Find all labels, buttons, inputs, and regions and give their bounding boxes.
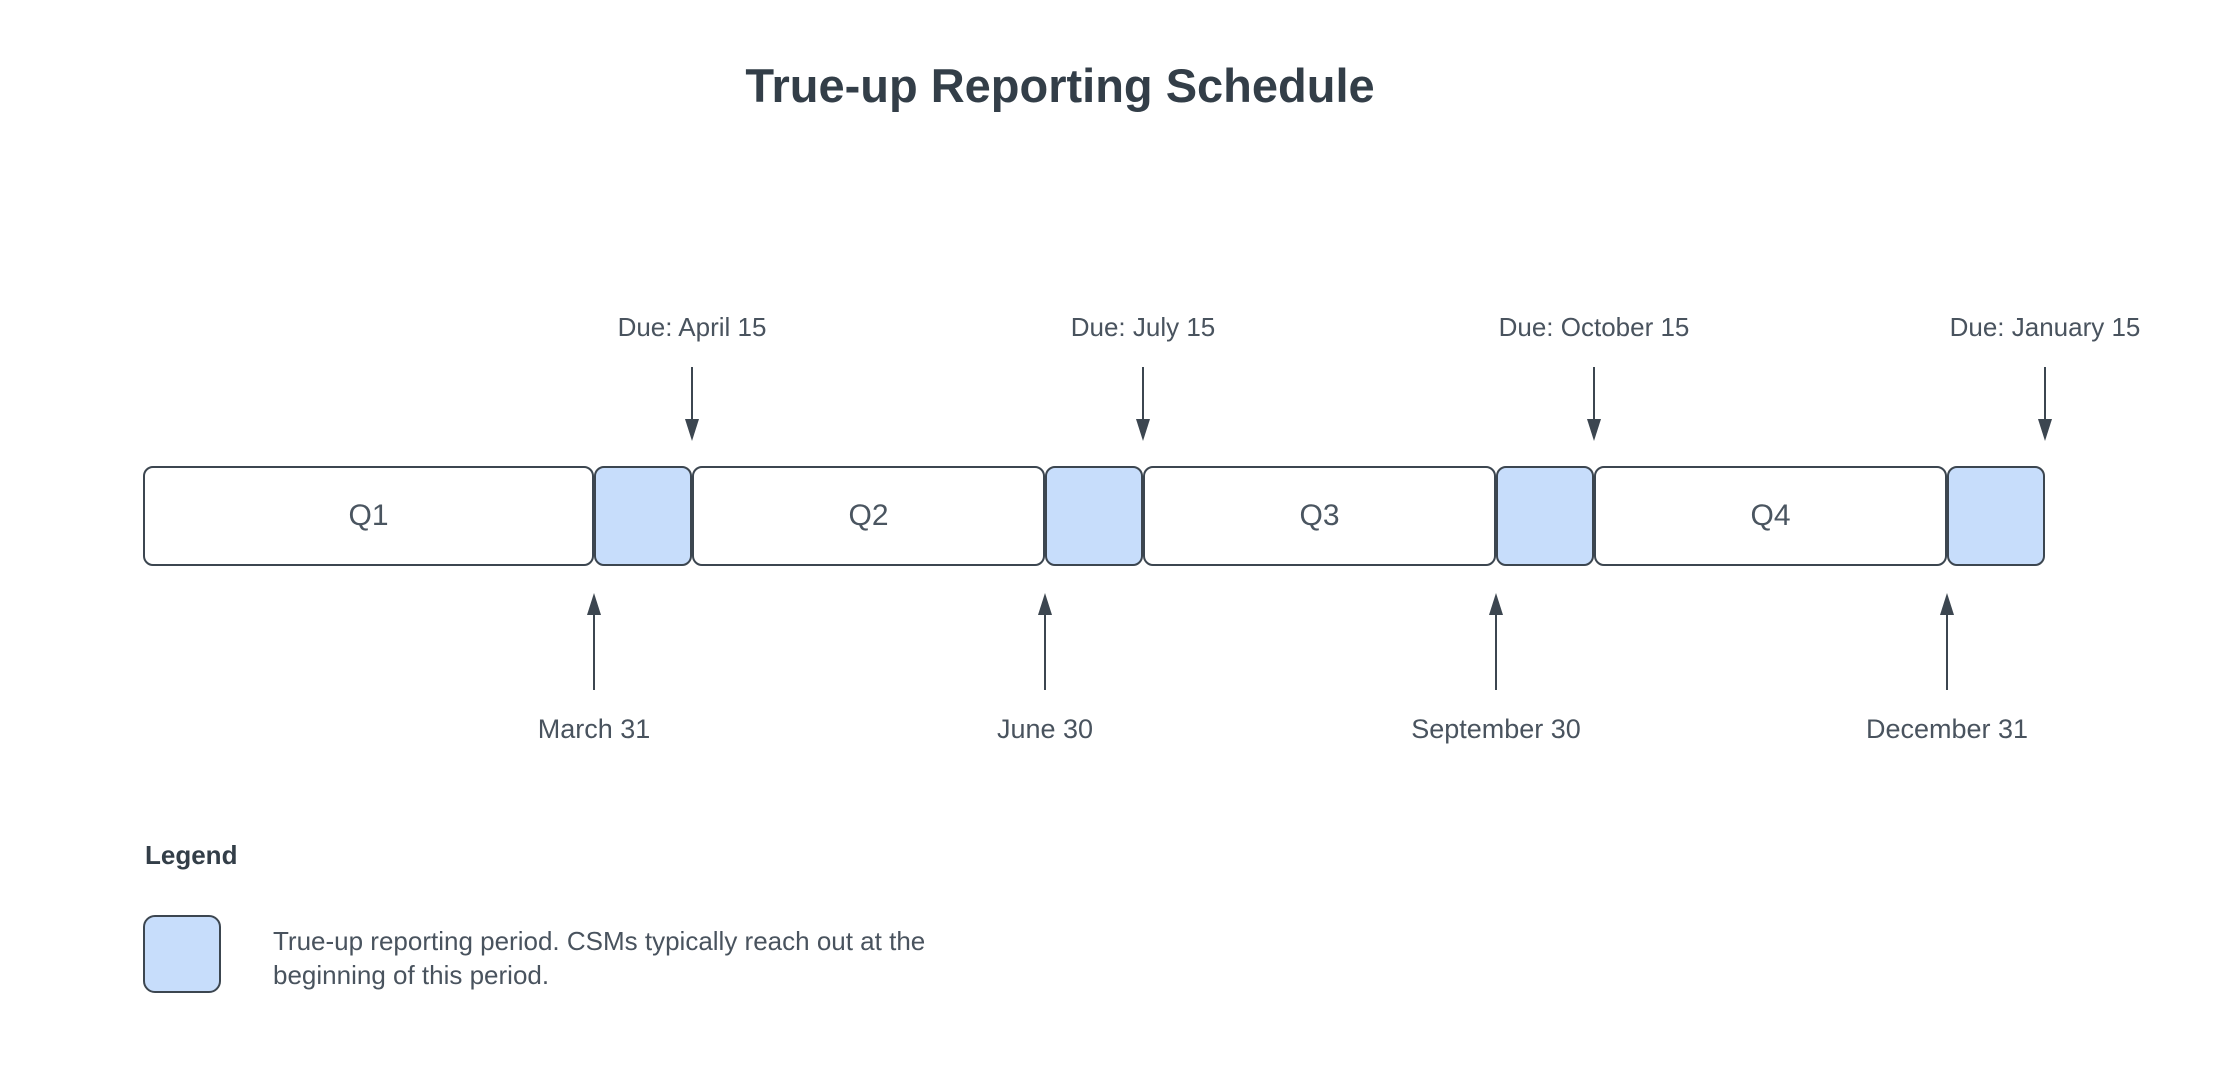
- quarter-segment-q1: Q1: [143, 466, 594, 566]
- page-title: True-up Reporting Schedule: [745, 59, 1375, 112]
- due-date-label: Due: October 15: [1498, 312, 1690, 342]
- trueup-period-segment: [1045, 466, 1143, 566]
- arrow-up-icon: [1937, 593, 1957, 698]
- quarter-segment-q2: Q2: [692, 466, 1045, 566]
- quarter-label: Q4: [1750, 499, 1791, 532]
- trueup-period-segment: [594, 466, 692, 566]
- quarter-label: Q1: [348, 499, 389, 532]
- quarter-end-date-label: December 31: [1865, 714, 2029, 744]
- quarter-end-date-label: September 30: [1411, 714, 1581, 744]
- due-date-label: Due: January 15: [1949, 312, 2141, 342]
- arrow-up-icon: [584, 593, 604, 698]
- quarter-segment-q4: Q4: [1594, 466, 1947, 566]
- quarter-label: Q2: [848, 499, 889, 532]
- quarter-end-date-label: June 30: [996, 714, 1094, 744]
- arrow-up-icon: [1486, 593, 1506, 698]
- quarter-segment-q3: Q3: [1143, 466, 1496, 566]
- trueup-period-swatch: [143, 915, 221, 993]
- due-date-label: Due: April 15: [617, 312, 767, 342]
- legend-heading: Legend: [145, 840, 238, 870]
- arrow-down-icon: [1133, 367, 1153, 472]
- trueup-period-segment: [1496, 466, 1594, 566]
- quarter-end-date-label: March 31: [537, 714, 651, 744]
- trueup-period-segment: [1947, 466, 2045, 566]
- arrow-up-icon: [1035, 593, 1055, 698]
- arrow-down-icon: [1584, 367, 1604, 472]
- quarter-label: Q3: [1299, 499, 1340, 532]
- due-date-label: Due: July 15: [1070, 312, 1216, 342]
- legend-description: True-up reporting period. CSMs typically…: [273, 926, 926, 990]
- arrow-down-icon: [682, 367, 702, 472]
- arrow-down-icon: [2035, 367, 2055, 472]
